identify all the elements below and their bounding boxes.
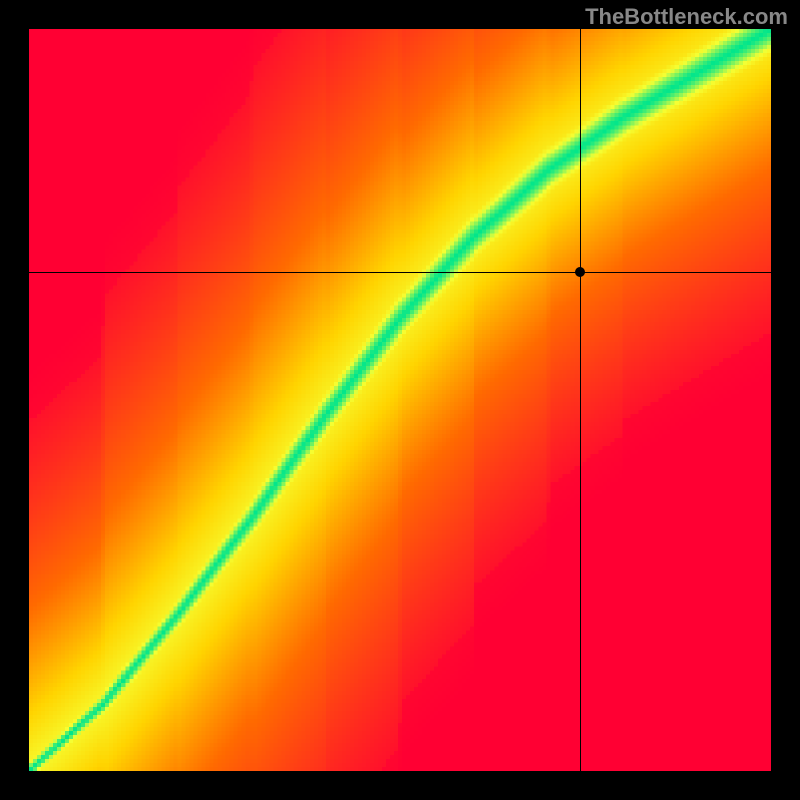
watermark-text: TheBottleneck.com bbox=[585, 4, 788, 30]
crosshair-horizontal bbox=[29, 272, 771, 273]
crosshair-vertical bbox=[580, 29, 581, 771]
data-point-marker bbox=[575, 267, 585, 277]
heatmap-plot bbox=[29, 29, 771, 771]
heatmap-canvas bbox=[29, 29, 771, 771]
